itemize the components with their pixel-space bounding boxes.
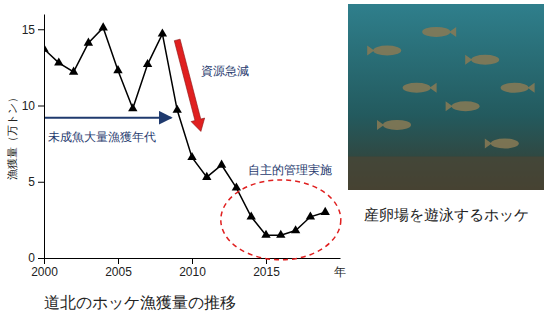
photo-fish xyxy=(383,120,411,130)
photo-seabed xyxy=(348,157,544,190)
dashed-ellipse xyxy=(221,180,341,260)
y-axis: 0 5 10 15 xyxy=(22,15,45,266)
tick-mark xyxy=(192,258,193,264)
chart-title: 道北のホッケ漁獲量の推移 xyxy=(44,293,236,312)
photo-fish xyxy=(422,27,450,37)
photo-fish xyxy=(471,55,499,65)
tick-mark xyxy=(118,258,119,264)
tick-mark xyxy=(38,258,44,259)
navy-arrow xyxy=(45,117,171,119)
plot-area xyxy=(44,22,330,238)
tick-label: 15 xyxy=(22,23,36,37)
photo-fish-tail xyxy=(528,83,535,93)
photo-image xyxy=(348,4,544,190)
annotation-label: 未成魚大量漁獲年代 xyxy=(48,130,156,144)
tick-label: 2010 xyxy=(179,265,206,279)
y-axis-title: 漁獲量（万トン） xyxy=(6,92,19,180)
tick: 15 xyxy=(22,23,44,37)
data-point xyxy=(291,225,300,233)
data-point xyxy=(113,65,122,73)
tick-mark xyxy=(38,29,44,30)
photo-fish xyxy=(501,83,529,93)
photo-caption: 産卵場を遊泳するホッケ xyxy=(364,206,529,224)
photo-fish-tail xyxy=(446,101,453,111)
data-point xyxy=(276,230,285,238)
tick-label: 5 xyxy=(28,175,35,189)
photo-fish xyxy=(403,83,431,93)
tick-mark xyxy=(38,106,44,107)
data-point xyxy=(143,59,152,67)
tick-mark xyxy=(38,182,44,183)
data-point xyxy=(202,172,211,180)
photo-fish xyxy=(373,46,401,56)
chart: 2000 2005 2010 2015 0 5 10 15 漁獲量（万トン） 年 資源急減未成魚大量… xyxy=(0,0,548,320)
tick: 10 xyxy=(22,99,44,113)
data-point xyxy=(187,152,196,160)
data-point xyxy=(261,230,270,238)
photo xyxy=(348,4,544,190)
tick-label: 0 xyxy=(28,251,35,265)
photo-fish xyxy=(452,101,480,111)
tick: 2015 xyxy=(253,258,280,279)
x-axis-title: 年 xyxy=(334,265,346,279)
annotations: 資源急減未成魚大量漁獲年代自主的管理実施 xyxy=(45,39,341,260)
photo-fish xyxy=(491,139,519,149)
tick: 2000 xyxy=(31,258,58,279)
tick: 0 xyxy=(28,251,44,265)
tick-label: 2015 xyxy=(253,265,280,279)
data-point xyxy=(99,22,108,30)
annotation-label: 資源急減 xyxy=(201,64,249,78)
data-point xyxy=(321,207,330,215)
annotation-label: 自主的管理実施 xyxy=(248,163,332,177)
tick-label: 2005 xyxy=(105,265,132,279)
data-point xyxy=(232,182,241,190)
data-point xyxy=(44,44,49,52)
data-point xyxy=(158,28,167,36)
data-point xyxy=(306,211,315,219)
tick-mark xyxy=(44,258,45,264)
data-point xyxy=(84,38,93,46)
photo-fish-tail xyxy=(465,55,472,65)
data-point xyxy=(173,105,182,113)
data-point xyxy=(54,57,63,65)
data-point xyxy=(247,211,256,219)
tick-label: 10 xyxy=(22,99,36,113)
photo-fish-tail xyxy=(377,120,384,130)
x-axis: 2000 2005 2010 2015 xyxy=(31,258,340,279)
tick: 2005 xyxy=(105,258,132,279)
data-point xyxy=(217,160,226,168)
photo-fish-tail xyxy=(430,83,437,93)
tick: 2010 xyxy=(179,258,206,279)
data-point xyxy=(128,103,137,111)
tick-label: 2000 xyxy=(31,265,58,279)
photo-fish-tail xyxy=(485,139,492,149)
red-arrow xyxy=(174,39,204,131)
data-line xyxy=(44,28,325,235)
tick: 5 xyxy=(28,175,44,189)
photo-fish-tail xyxy=(367,46,374,56)
photo-fish-tail xyxy=(449,27,456,37)
data-point xyxy=(69,67,78,75)
